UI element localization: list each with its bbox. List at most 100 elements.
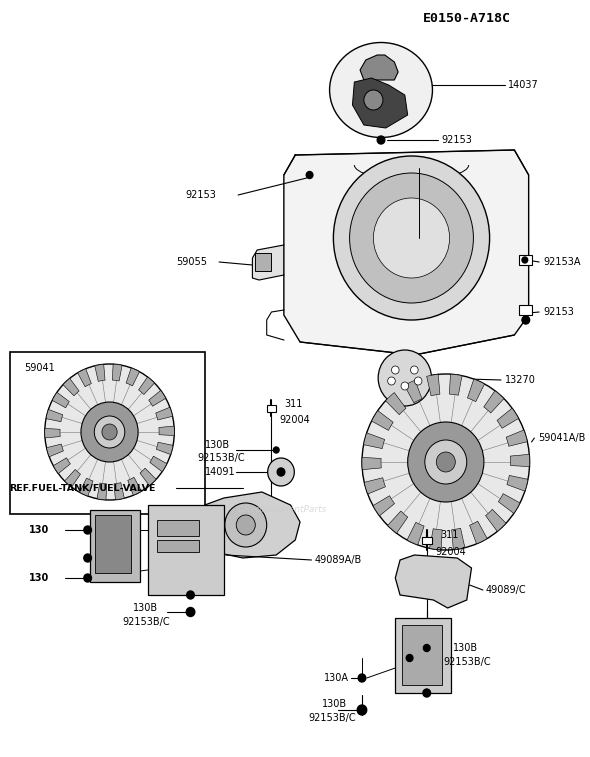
Bar <box>157 540 199 552</box>
Circle shape <box>378 350 431 406</box>
Wedge shape <box>427 375 440 396</box>
Circle shape <box>408 422 484 502</box>
Wedge shape <box>450 374 462 395</box>
Text: 49089A/B: 49089A/B <box>314 555 362 565</box>
Wedge shape <box>156 442 173 454</box>
Text: 311: 311 <box>440 530 458 540</box>
Wedge shape <box>78 369 91 387</box>
Circle shape <box>306 172 313 179</box>
Text: 92153B/C: 92153B/C <box>443 657 490 667</box>
Wedge shape <box>364 478 385 494</box>
Circle shape <box>362 374 530 550</box>
Wedge shape <box>451 528 465 550</box>
Circle shape <box>522 316 530 324</box>
Wedge shape <box>150 456 167 472</box>
Circle shape <box>392 366 399 374</box>
Text: 92153: 92153 <box>186 190 217 200</box>
Wedge shape <box>97 483 107 500</box>
Text: 130A: 130A <box>324 673 349 683</box>
Circle shape <box>414 377 422 385</box>
Circle shape <box>364 90 383 110</box>
Circle shape <box>277 468 285 476</box>
Text: 13270: 13270 <box>505 375 536 385</box>
Wedge shape <box>497 408 519 428</box>
Wedge shape <box>46 410 63 422</box>
Circle shape <box>81 402 138 462</box>
Text: E0150-A718C: E0150-A718C <box>423 11 511 24</box>
Bar <box>267 404 276 412</box>
Text: 92004: 92004 <box>435 547 466 557</box>
Circle shape <box>377 136 385 144</box>
Wedge shape <box>486 509 506 531</box>
Text: ©ReplacementParts: ©ReplacementParts <box>235 506 327 515</box>
Circle shape <box>84 554 91 562</box>
Text: 92153B/C: 92153B/C <box>122 617 169 627</box>
Text: REF.FUEL-TANK/FUEL-VALVE: REF.FUEL-TANK/FUEL-VALVE <box>9 484 156 493</box>
Circle shape <box>401 382 409 390</box>
Circle shape <box>102 424 117 440</box>
Bar <box>402 625 442 685</box>
Wedge shape <box>407 522 424 545</box>
Wedge shape <box>95 364 105 382</box>
Wedge shape <box>52 392 70 408</box>
Ellipse shape <box>330 42 432 138</box>
Circle shape <box>84 574 91 582</box>
Text: 130B: 130B <box>205 440 230 450</box>
Text: 130: 130 <box>28 573 49 583</box>
Bar <box>157 520 199 536</box>
Wedge shape <box>127 477 142 495</box>
Bar <box>519 305 532 315</box>
Circle shape <box>424 644 430 652</box>
Text: 92153: 92153 <box>543 307 574 317</box>
Wedge shape <box>126 368 139 386</box>
Wedge shape <box>112 364 122 381</box>
Text: 92153B/C: 92153B/C <box>309 713 356 723</box>
Wedge shape <box>159 426 174 435</box>
Bar <box>9 352 205 514</box>
Wedge shape <box>140 468 156 486</box>
Circle shape <box>358 674 366 682</box>
Text: 130B: 130B <box>322 699 347 709</box>
Wedge shape <box>386 393 406 415</box>
Wedge shape <box>373 496 395 516</box>
Polygon shape <box>395 555 471 608</box>
Wedge shape <box>80 478 93 496</box>
Wedge shape <box>139 377 155 394</box>
Circle shape <box>84 526 91 534</box>
Wedge shape <box>430 528 442 550</box>
Circle shape <box>425 440 467 484</box>
Wedge shape <box>63 378 79 396</box>
Text: 14037: 14037 <box>508 80 539 90</box>
Circle shape <box>407 655 413 662</box>
Bar <box>95 515 132 573</box>
Circle shape <box>436 452 455 472</box>
Polygon shape <box>352 78 408 128</box>
Circle shape <box>94 416 124 448</box>
Text: 130B: 130B <box>133 603 159 613</box>
Circle shape <box>523 316 529 323</box>
Text: 59041: 59041 <box>24 363 54 373</box>
Circle shape <box>350 173 473 303</box>
Polygon shape <box>360 55 398 80</box>
Polygon shape <box>284 150 529 355</box>
Text: 14091: 14091 <box>205 467 235 477</box>
Circle shape <box>268 458 294 486</box>
Circle shape <box>373 198 450 278</box>
Circle shape <box>388 377 395 385</box>
Bar <box>255 253 271 271</box>
Wedge shape <box>156 407 172 420</box>
Circle shape <box>522 257 527 263</box>
Text: 311: 311 <box>284 399 302 409</box>
Bar <box>395 618 451 693</box>
Circle shape <box>225 503 267 547</box>
Text: 92153A: 92153A <box>543 257 581 267</box>
Wedge shape <box>405 380 422 403</box>
Circle shape <box>45 364 174 500</box>
Wedge shape <box>372 410 393 431</box>
Polygon shape <box>253 245 284 280</box>
Circle shape <box>186 608 195 616</box>
Circle shape <box>357 705 367 715</box>
Text: 49089/C: 49089/C <box>486 585 526 595</box>
Text: 92153: 92153 <box>441 135 472 145</box>
Bar <box>148 505 224 595</box>
